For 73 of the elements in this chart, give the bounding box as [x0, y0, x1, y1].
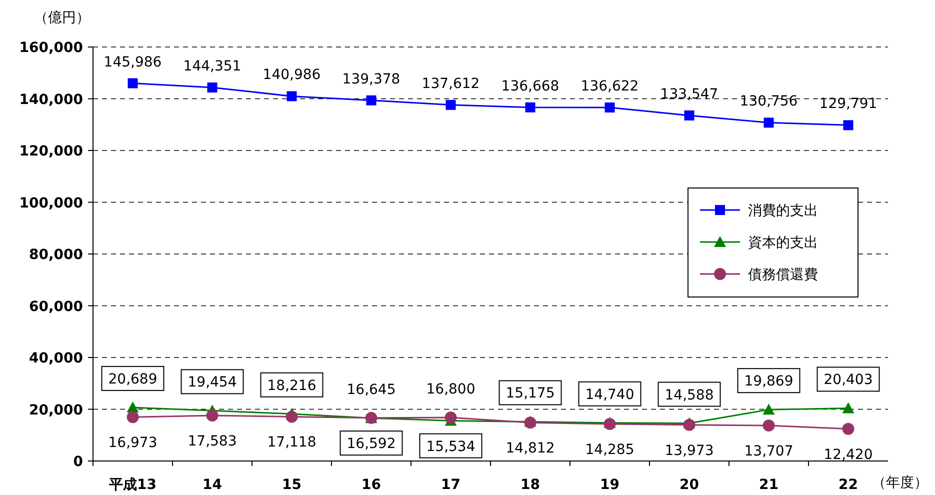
x-tick-label: 14: [202, 477, 222, 493]
point: [842, 402, 854, 414]
data-label: 14,588: [664, 387, 714, 404]
point: [683, 418, 696, 431]
legend-label: 債務償還費: [748, 267, 818, 283]
point: [206, 410, 218, 422]
legend-label: 消費的支出: [748, 203, 818, 219]
data-label: 20,403: [824, 372, 873, 388]
point: [128, 78, 138, 88]
x-tick-label: 19: [600, 477, 620, 493]
x-tick-label: 20: [680, 477, 700, 493]
point: [843, 120, 854, 130]
y-tick-label: 80,000: [28, 247, 84, 263]
x-tick-label: 21: [759, 477, 778, 493]
data-label: 144,351: [183, 58, 242, 74]
data-label: 14,740: [585, 386, 634, 403]
point: [366, 95, 376, 106]
x-axis-title: （年度）: [872, 475, 928, 491]
x-tick-label: 22: [838, 477, 858, 493]
point: [286, 91, 297, 102]
point: [842, 422, 854, 435]
data-label: 17,118: [267, 434, 316, 451]
data-label: 16,592: [346, 436, 396, 452]
x-tick-label: 17: [441, 477, 460, 493]
data-label: 13,973: [664, 442, 714, 459]
x-tick-label: 平成13: [108, 477, 156, 493]
data-label: 19,454: [188, 374, 237, 391]
y-axis-title: （億円）: [34, 10, 90, 26]
data-label: 137,612: [422, 76, 480, 92]
data-label: 140,986: [262, 67, 321, 84]
point: [684, 110, 694, 120]
point: [207, 82, 218, 92]
x-tick-label: 18: [520, 477, 540, 493]
point: [604, 418, 616, 430]
y-tick-label: 40,000: [28, 350, 84, 366]
data-label: 14,285: [585, 442, 634, 458]
data-label: 139,378: [342, 71, 400, 88]
legend-label: 資本的支出: [748, 235, 818, 251]
y-tick-label: 60,000: [28, 298, 84, 315]
y-tick-label: 0: [73, 454, 84, 470]
y-tick-label: 140,000: [19, 92, 84, 108]
point: [286, 410, 298, 423]
data-label: 15,534: [426, 438, 476, 455]
data-label: 130,756: [740, 94, 798, 110]
data-label: 19,869: [744, 374, 794, 390]
data-label: 13,707: [744, 444, 794, 460]
data-label: 14,812: [506, 440, 555, 457]
data-label: 17,583: [188, 434, 237, 450]
y-tick-label: 20,000: [28, 402, 84, 418]
x-tick-label: 16: [362, 477, 381, 493]
point: [762, 404, 775, 415]
point: [525, 102, 536, 112]
point: [444, 412, 457, 424]
point: [762, 420, 775, 432]
y-tick-label: 100,000: [19, 195, 84, 212]
data-label: 16,973: [108, 435, 158, 452]
data-label: 145,986: [104, 54, 162, 70]
x-tick-label: 15: [282, 477, 302, 493]
data-label: 136,668: [501, 78, 560, 94]
y-tick-label: 120,000: [19, 144, 84, 160]
point: [126, 411, 139, 424]
data-label: 16,800: [426, 382, 476, 398]
data-label: 15,175: [506, 386, 555, 402]
point: [764, 118, 774, 128]
point: [604, 102, 615, 112]
data-label: 12,420: [824, 446, 873, 463]
data-label: 136,622: [580, 78, 639, 94]
point: [446, 100, 456, 110]
y-tick-label: 160,000: [19, 40, 84, 56]
data-label: 16,645: [346, 382, 396, 398]
data-label: 20,689: [108, 371, 158, 388]
data-label: 18,216: [267, 378, 316, 394]
data-label: 133,547: [660, 86, 718, 102]
